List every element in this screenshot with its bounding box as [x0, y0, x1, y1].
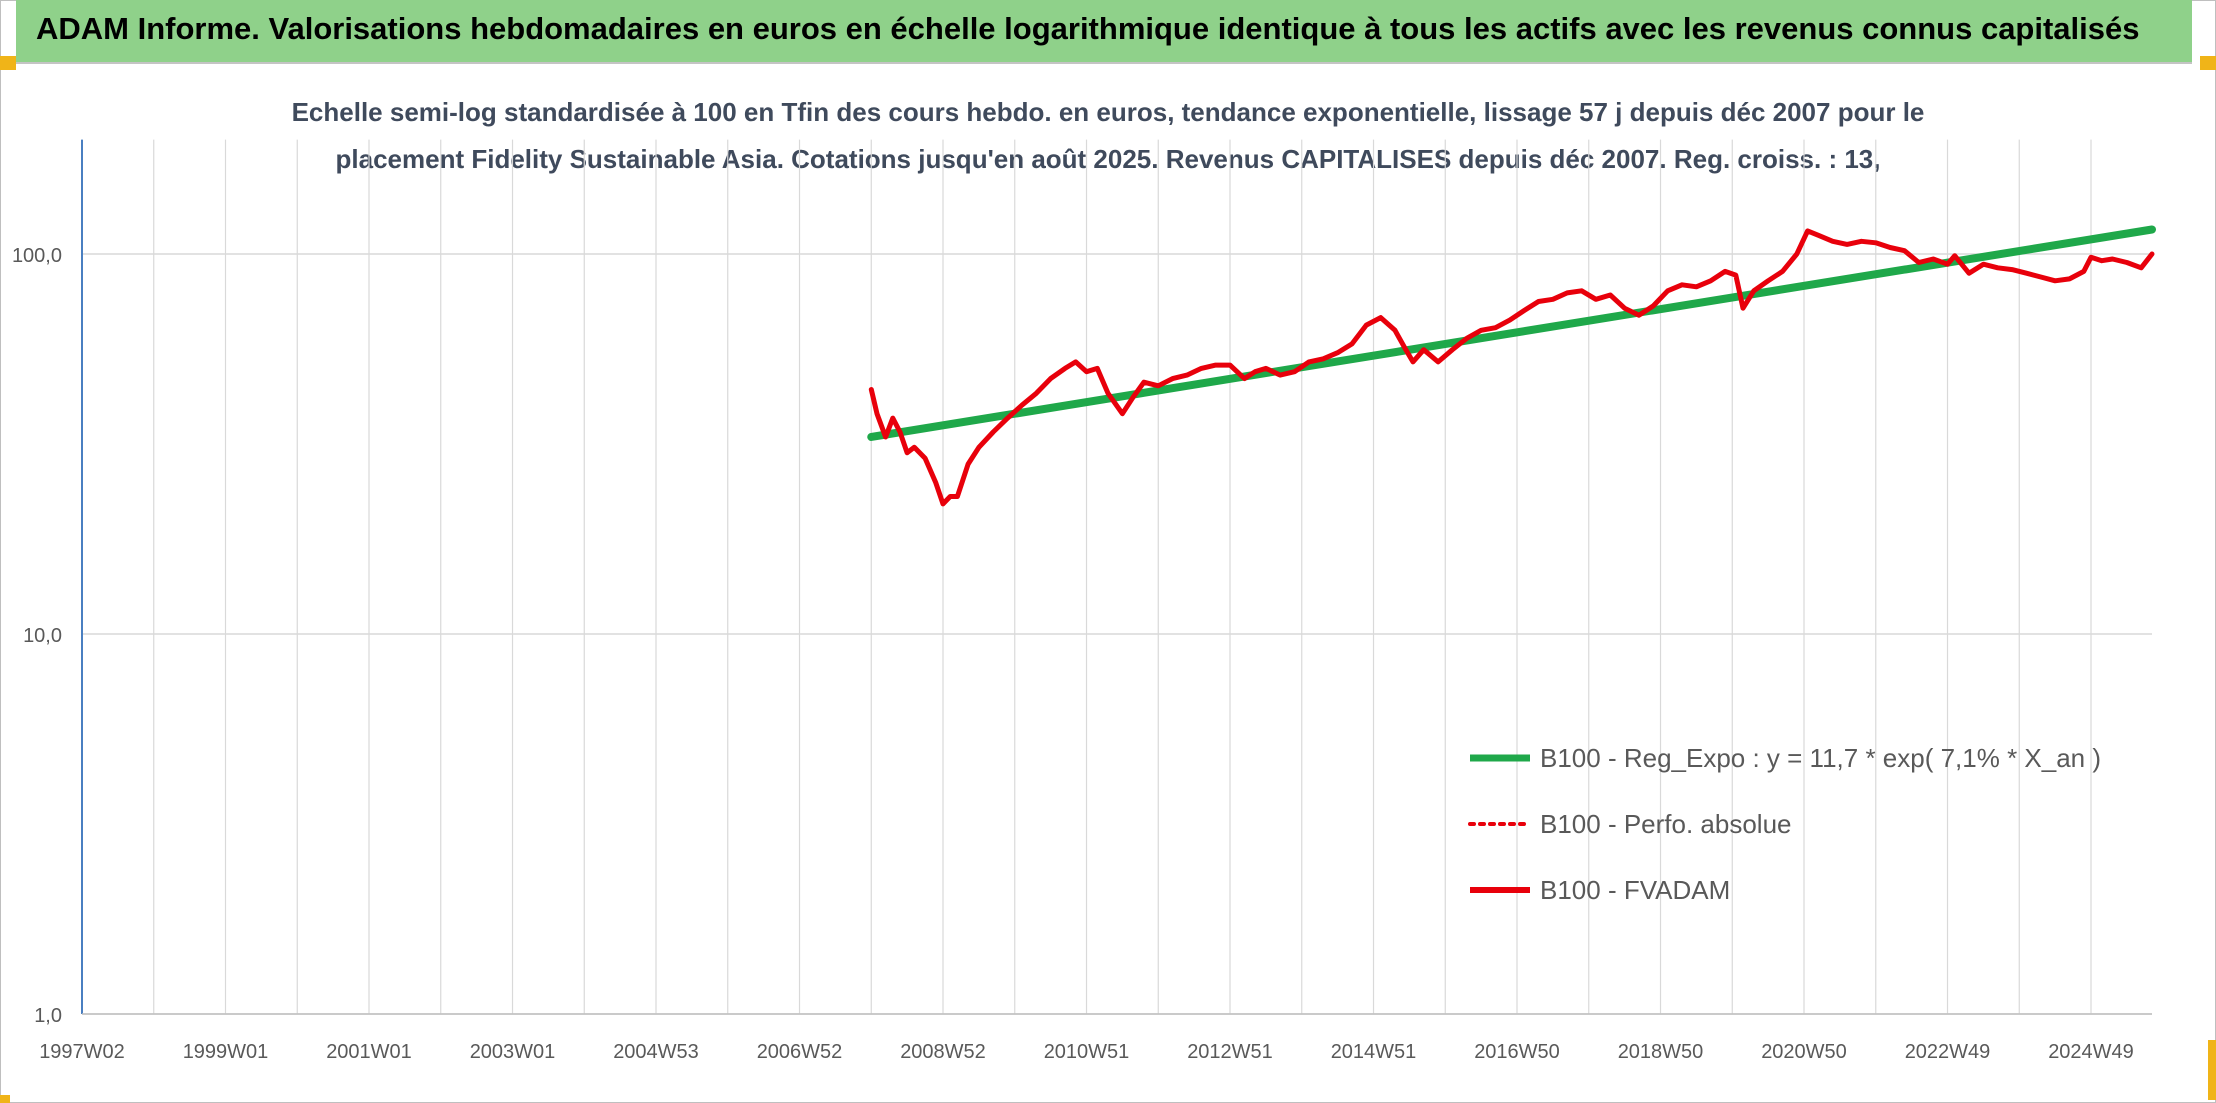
corner-accent-bottom-left — [0, 1095, 10, 1103]
title-bar: ADAM Informe. Valorisations hebdomadaire… — [16, 0, 2192, 64]
corner-accent-top-left — [0, 56, 16, 70]
x-tick-label: 2010W51 — [1044, 1041, 1130, 1063]
series-line-reg-expo — [867, 225, 2156, 441]
series-line-fvadam — [868, 228, 2155, 507]
corner-accent-bottom-right — [2208, 1040, 2216, 1100]
x-tick-label: 2020W50 — [1761, 1041, 1847, 1063]
y-tick-label: 1,0 — [34, 1005, 62, 1027]
chart-subtitle-line-1: Echelle semi-log standardisée à 100 en T… — [291, 97, 1925, 127]
x-tick-label: 1997W02 — [39, 1041, 125, 1063]
legend-item-fvadam-label: B100 - FVADAM — [1540, 875, 1730, 905]
x-tick-label: 2022W49 — [1905, 1041, 1991, 1063]
legend-item-perfo-absolue-label: B100 - Perfo. absolue — [1540, 809, 1792, 839]
page-title: ADAM Informe. Valorisations hebdomadaire… — [36, 11, 2140, 46]
legend-item-reg-expo-label: B100 - Reg_Expo : y = 11,7 * exp( 7,1% *… — [1540, 743, 2101, 773]
x-tick-label: 2001W01 — [326, 1041, 412, 1063]
x-tick-label: 2016W50 — [1474, 1041, 1560, 1063]
y-tick-label: 10,0 — [23, 625, 62, 647]
x-tick-label: 2018W50 — [1618, 1041, 1704, 1063]
x-tick-label: 2008W52 — [900, 1041, 986, 1063]
x-tick-label: 2006W52 — [757, 1041, 843, 1063]
x-tick-label: 2004W53 — [613, 1041, 699, 1063]
x-tick-label: 2014W51 — [1331, 1041, 1417, 1063]
chart-subtitle-line-2: placement Fidelity Sustainable Asia. Cot… — [335, 144, 1881, 174]
x-tick-label: 2012W51 — [1187, 1041, 1273, 1063]
y-tick-label: 100,0 — [12, 245, 62, 267]
x-tick-label: 2003W01 — [470, 1041, 556, 1063]
corner-accent-top-right — [2200, 56, 2216, 70]
x-tick-label: 2024W49 — [2048, 1041, 2134, 1063]
x-tick-label: 1999W01 — [183, 1041, 269, 1063]
